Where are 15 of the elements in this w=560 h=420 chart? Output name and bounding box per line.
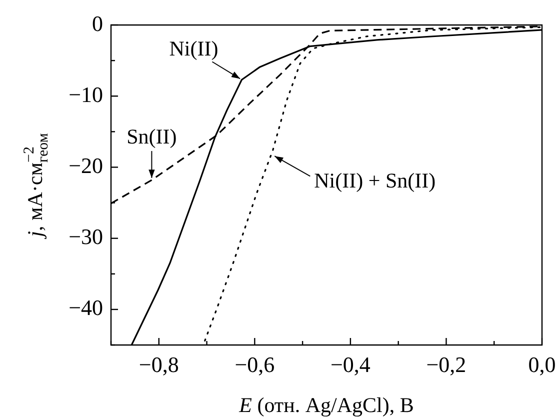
annotation: Sn(II) <box>126 124 177 149</box>
x-tick-label: −0,4 <box>330 352 370 377</box>
x-tick-label: −0,2 <box>426 352 466 377</box>
y-tick-label: −40 <box>68 295 103 320</box>
y-axis-title: j, мА·см−2геом <box>22 132 52 240</box>
x-tick-label: −0,6 <box>234 352 275 377</box>
y-tick-label: 0 <box>92 10 103 36</box>
annotation: Ni(II) <box>169 36 218 60</box>
x-axis-title: E (отн. Ag/AgCl), В <box>238 393 414 417</box>
x-tick-label: 0,0 <box>528 352 556 377</box>
annotation: Ni(II) + Sn(II) <box>314 168 436 193</box>
y-tick-label: −30 <box>68 224 103 250</box>
y-tick-label: −20 <box>68 153 103 178</box>
x-tick-label: −0,8 <box>138 352 179 377</box>
y-tick-label: −10 <box>68 82 103 107</box>
